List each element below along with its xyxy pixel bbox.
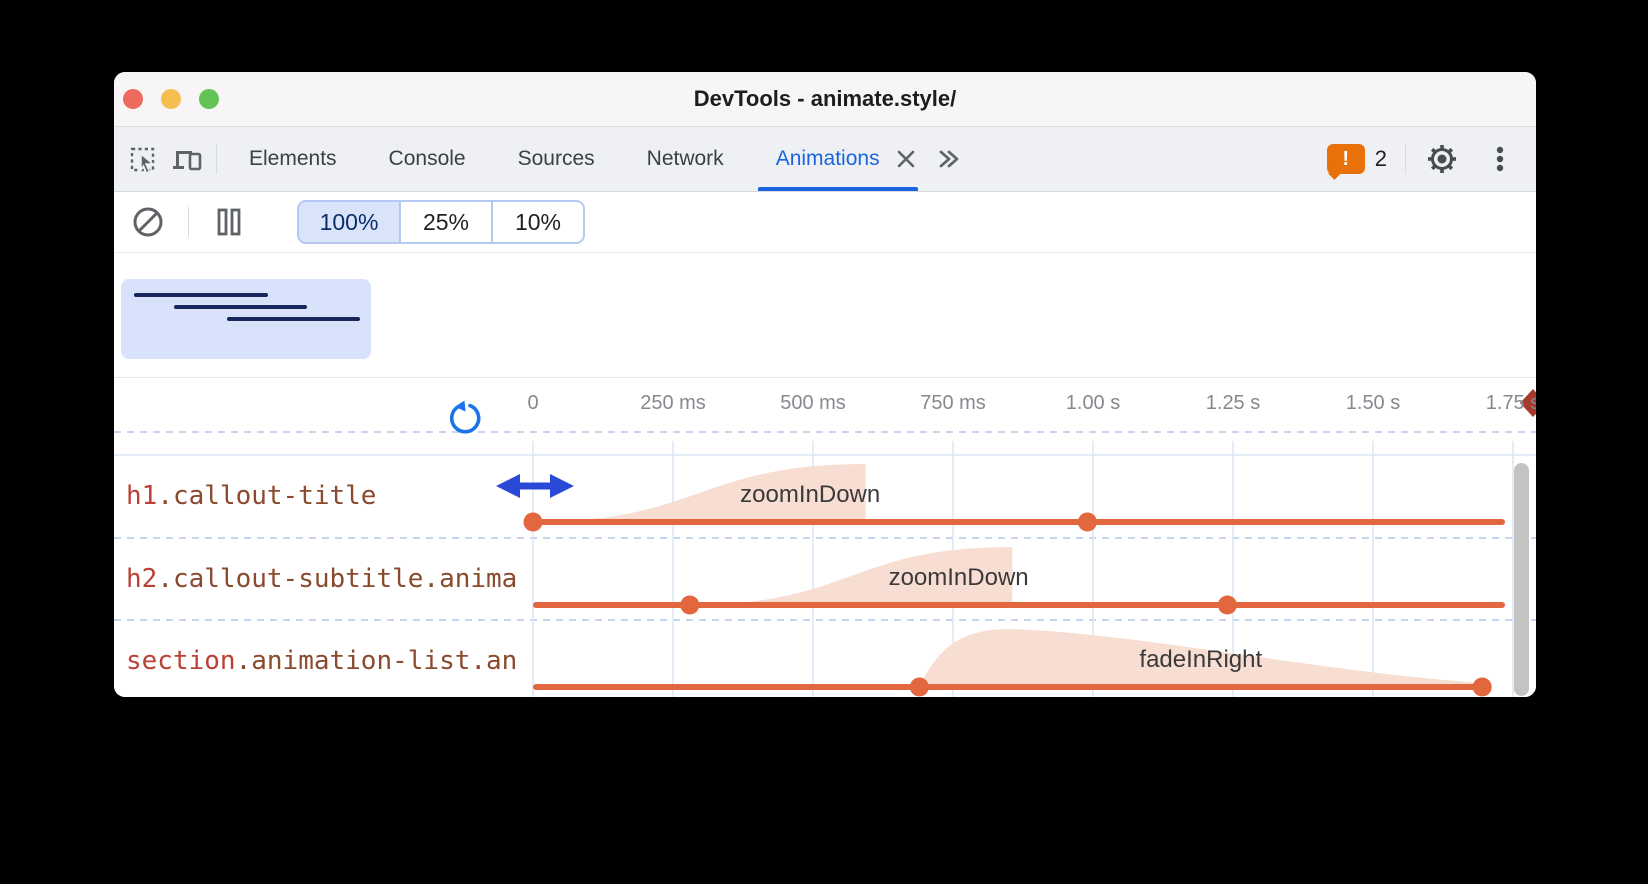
close-window-button[interactable]	[123, 89, 143, 109]
tab-animations[interactable]: Animations	[750, 127, 926, 191]
tick-label: 1.00 s	[1065, 392, 1121, 414]
preview-text-line	[174, 305, 307, 309]
selector-tag: h2	[126, 564, 158, 594]
animation-node-selector[interactable]: h2.callout-subtitle.anima	[126, 561, 533, 597]
selector-tag: h1	[126, 481, 158, 511]
horizontal-resize-cursor-icon	[495, 471, 575, 506]
keyframe-dot-end[interactable]	[1217, 595, 1237, 615]
tick-label: 500 ms	[780, 392, 846, 414]
close-tab-icon[interactable]	[894, 147, 918, 171]
vertical-scrollbar-thumb[interactable]	[1514, 463, 1529, 696]
more-tabs-icon[interactable]	[926, 137, 970, 181]
toolbar-separator	[216, 144, 217, 174]
clear-all-icon[interactable]	[126, 200, 170, 244]
tab-elements[interactable]: Elements	[223, 127, 363, 191]
toolbar-separator	[188, 207, 189, 237]
devtools-window: DevTools - animate.style/ Elements Consol…	[114, 72, 1536, 697]
window-title: DevTools - animate.style/	[693, 86, 957, 111]
animation-group-preview[interactable]	[121, 279, 371, 359]
preview-text-line	[134, 293, 268, 297]
tick-label: 1.50 s	[1345, 392, 1401, 414]
easing-curve	[689, 547, 1013, 605]
playback-rate-25[interactable]: 25%	[399, 202, 491, 242]
easing-curve	[919, 629, 1483, 687]
tick-label: 250 ms	[640, 392, 706, 414]
animations-timeline: 0 250 ms 500 ms 750 ms 1.00 s 1.25 s 1.50 s 1.7…	[114, 377, 1536, 697]
inspect-element-icon[interactable]	[122, 137, 166, 181]
tick-label: 1.75 s	[1485, 392, 1536, 414]
scrubber-diamond-handle[interactable]	[1520, 389, 1536, 417]
replay-timeline-icon[interactable]	[444, 398, 484, 443]
keyframe-dot-end[interactable]	[1077, 512, 1097, 532]
tab-bar: Elements Console Sources Network Animations …	[114, 127, 1536, 192]
tab-label: Animations	[775, 147, 880, 170]
keyframe-dot-start[interactable]	[909, 677, 929, 697]
animation-bar[interactable]	[533, 519, 1505, 525]
animation-name-label: zoomInDown	[740, 481, 881, 508]
tab-label: Console	[388, 147, 466, 170]
animations-toolbar: 100% 25% 10%	[114, 192, 1536, 253]
tick-label: 750 ms	[920, 392, 986, 414]
animation-node-selector[interactable]: h1.callout-title	[126, 478, 533, 514]
selector-tag: section	[126, 646, 236, 676]
preview-text-line	[227, 317, 360, 321]
issues-count: 2	[1374, 146, 1387, 171]
playback-rate-10[interactable]: 10%	[491, 202, 583, 242]
easing-curve	[533, 464, 866, 522]
issues-warning-icon: !	[1326, 144, 1365, 180]
toggle-device-toolbar-icon[interactable]	[166, 137, 210, 181]
kebab-menu-icon[interactable]	[1478, 137, 1522, 181]
animation-bar[interactable]	[533, 684, 1483, 690]
tab-label: Elements	[249, 147, 337, 170]
zoom-window-button[interactable]	[199, 89, 219, 109]
pause-all-icon[interactable]	[207, 200, 251, 244]
animation-name-label: fadeInRight	[1139, 646, 1263, 673]
keyframe-dot-start[interactable]	[680, 595, 700, 615]
minimize-window-button[interactable]	[161, 89, 181, 109]
playback-rate-group: 100% 25% 10%	[297, 200, 585, 244]
tick-label: 0	[527, 392, 539, 414]
tick-label: 1.25 s	[1205, 392, 1261, 414]
animation-bar[interactable]	[533, 602, 1505, 608]
animation-node-selector[interactable]: section.animation-list.an	[126, 643, 533, 679]
keyframe-dot-start[interactable]	[523, 512, 543, 532]
selector-classes: .callout-title	[157, 481, 377, 511]
animation-preview-strip	[114, 253, 1536, 379]
tab-sources[interactable]: Sources	[492, 127, 621, 191]
tab-console[interactable]: Console	[363, 127, 492, 191]
animation-name-label: zoomInDown	[888, 564, 1029, 591]
tab-label: Sources	[517, 147, 595, 170]
selector-classes: .callout-subtitle.anima	[157, 564, 518, 594]
tab-network[interactable]: Network	[621, 127, 750, 191]
playback-rate-100[interactable]: 100%	[299, 202, 399, 242]
titlebar: DevTools - animate.style/	[114, 72, 1536, 127]
settings-gear-icon[interactable]	[1420, 137, 1464, 181]
tab-label: Network	[646, 147, 724, 170]
issues-button[interactable]: ! 2	[1326, 144, 1387, 180]
selector-classes: .animation-list.an	[235, 646, 518, 676]
toolbar-separator	[1405, 144, 1406, 174]
timeline-grid	[114, 389, 1536, 697]
panel-tabs: Elements Console Sources Network Animations	[223, 127, 926, 191]
keyframe-dot-end[interactable]	[1472, 677, 1492, 697]
